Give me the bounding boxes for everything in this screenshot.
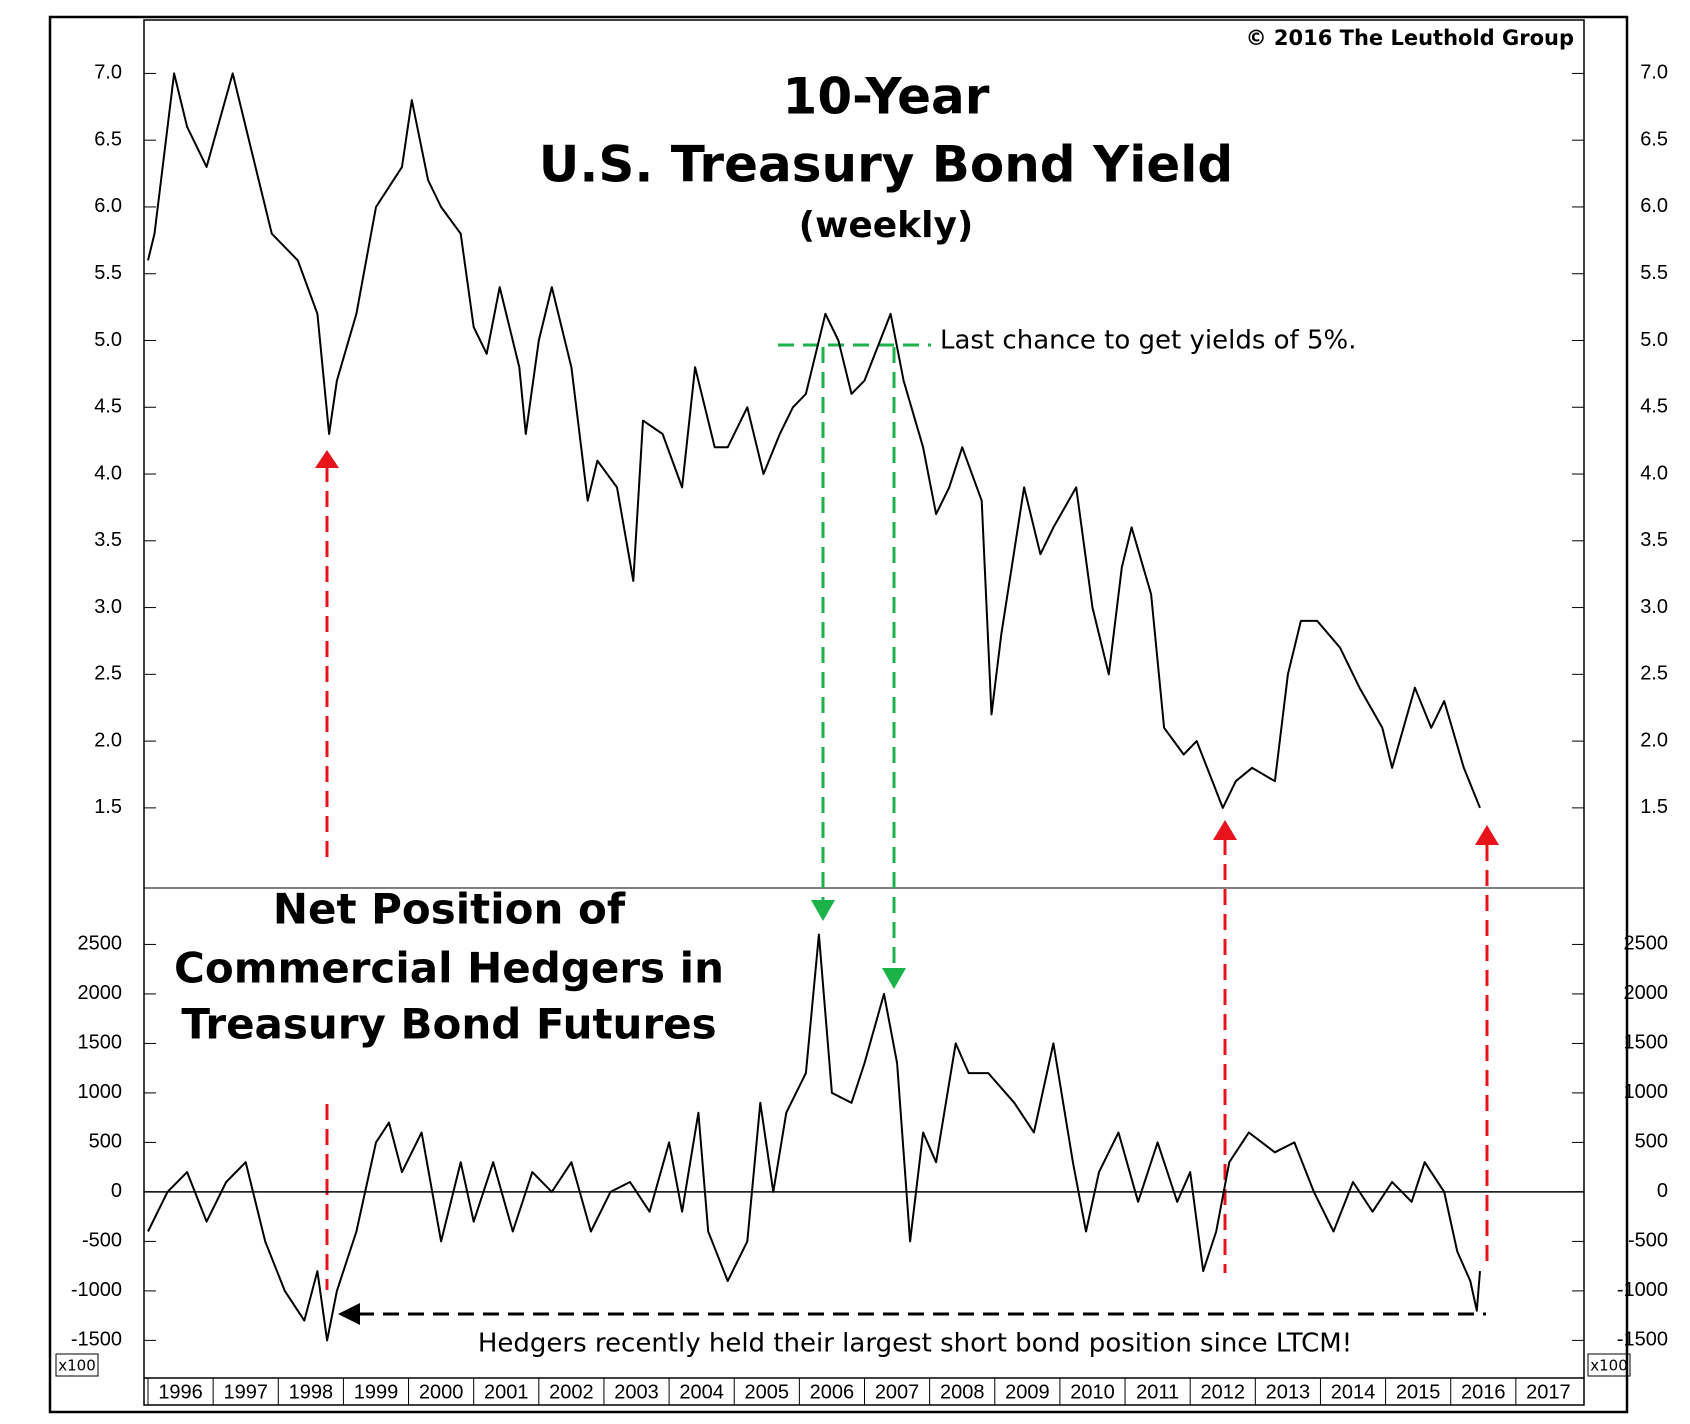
x-tick-label: 2007 xyxy=(875,1381,920,1403)
y-tick-label: -1500 xyxy=(71,1329,122,1351)
unit-box xyxy=(55,1353,99,1377)
x-tick-label: 1999 xyxy=(354,1381,399,1403)
panel-title: Treasury Bond Futures xyxy=(181,1000,716,1049)
y-tick-label: 1000 xyxy=(78,1081,123,1103)
y-tick-label: 2500 xyxy=(78,933,123,955)
y2-tick-label: -500 xyxy=(1628,1230,1668,1252)
line-series xyxy=(147,72,1481,809)
x-tick-label: 2011 xyxy=(1136,1381,1179,1403)
y-tick-label: 2000 xyxy=(78,982,123,1004)
y2-tick-label: -1000 xyxy=(1617,1279,1668,1301)
x-tick-label: 2006 xyxy=(810,1381,855,1403)
annotation: Hedgers recently held their largest shor… xyxy=(478,1329,1352,1359)
x-tick-label: 1996 xyxy=(158,1381,203,1403)
x-tick-label: 1998 xyxy=(289,1381,334,1403)
x-tick-label: 2014 xyxy=(1331,1381,1376,1403)
y-tick-label: 1500 xyxy=(78,1032,123,1054)
y2-tick-label: 1.5 xyxy=(1640,796,1668,818)
y-tick-label: 6.5 xyxy=(94,128,122,150)
arrow-head xyxy=(811,900,835,921)
y2-tick-label: 5.0 xyxy=(1640,329,1668,351)
x-tick-label: 2017 xyxy=(1526,1381,1571,1403)
arrow-heads xyxy=(315,450,1499,1325)
x-tick-label: 2012 xyxy=(1201,1381,1246,1403)
y2-tick-label: 6.0 xyxy=(1640,195,1668,217)
arrow-head xyxy=(338,1303,360,1325)
y2-tick-label: 2.5 xyxy=(1640,663,1668,685)
y2-tick-label: 1000 xyxy=(1624,1081,1669,1103)
x-tick-label: 2015 xyxy=(1396,1381,1441,1403)
arrow-head xyxy=(882,968,906,989)
y2-tick-label: 4.0 xyxy=(1640,462,1668,484)
y-tick-label: 7.0 xyxy=(94,62,122,84)
x-tick-label: 2009 xyxy=(1005,1381,1050,1403)
y-tick-label: 4.0 xyxy=(94,462,122,484)
x-tick-label: 2013 xyxy=(1266,1381,1311,1403)
annotation: Last chance to get yields of 5%. xyxy=(940,326,1356,356)
x-tick-label: 2008 xyxy=(940,1381,985,1403)
y-tick-label: 5.5 xyxy=(94,262,122,284)
y-tick-label: 2.0 xyxy=(94,729,122,751)
y-tick-label: 5.0 xyxy=(94,329,122,351)
chart-title: 10-Year xyxy=(783,68,990,126)
y2-tick-label: 5.5 xyxy=(1640,262,1668,284)
unit-label: x100 xyxy=(58,1357,96,1375)
y-tick-label: 4.5 xyxy=(94,396,122,418)
y2-tick-label: 2.0 xyxy=(1640,729,1668,751)
x-tick-label: 2010 xyxy=(1070,1381,1115,1403)
y2-tick-label: 2500 xyxy=(1624,933,1669,955)
arrow-head xyxy=(315,450,339,468)
y2-tick-label: 0 xyxy=(1657,1180,1668,1202)
y2-tick-label: 500 xyxy=(1635,1131,1668,1153)
chart-subtitle: (weekly) xyxy=(799,205,974,246)
y2-tick-label: 3.0 xyxy=(1640,596,1668,618)
x-tick-label: 1997 xyxy=(223,1381,268,1403)
y2-tick-label: 6.5 xyxy=(1640,128,1668,150)
x-tick-label: 2002 xyxy=(549,1381,594,1403)
chart-title: U.S. Treasury Bond Yield xyxy=(539,136,1233,194)
y-tick-label: -500 xyxy=(82,1230,122,1252)
arrow-head xyxy=(1213,820,1237,840)
unit-label: x100 xyxy=(1590,1357,1628,1375)
arrows xyxy=(325,343,1489,1316)
x-tick-label: 2005 xyxy=(745,1381,790,1403)
y2-tick-label: 1500 xyxy=(1624,1032,1669,1054)
y-tick-label: 500 xyxy=(89,1131,122,1153)
arrow-head xyxy=(1475,825,1499,845)
x-tick-label: 2001 xyxy=(484,1381,529,1403)
unit-box xyxy=(1587,1353,1631,1377)
panel-title: Net Position of xyxy=(273,885,626,934)
y-tick-label: 1.5 xyxy=(94,796,122,818)
copyright: © 2016 The Leuthold Group xyxy=(1246,26,1574,50)
y-tick-label: 3.5 xyxy=(94,529,122,551)
y-tick-label: -1000 xyxy=(71,1279,122,1301)
line-series xyxy=(147,933,1481,1342)
x-tick-label: 2000 xyxy=(419,1381,464,1403)
x-tick-label: 2016 xyxy=(1461,1381,1506,1403)
y2-tick-label: -1500 xyxy=(1617,1329,1668,1351)
y2-tick-label: 3.5 xyxy=(1640,529,1668,551)
y-tick-label: 6.0 xyxy=(94,195,122,217)
y-tick-label: 2.5 xyxy=(94,663,122,685)
y-tick-label: 3.0 xyxy=(94,596,122,618)
x-tick-label: 2003 xyxy=(614,1381,659,1403)
panel-title: Commercial Hedgers in xyxy=(174,944,724,993)
y2-tick-label: 7.0 xyxy=(1640,62,1668,84)
frame xyxy=(48,15,1629,1414)
y-tick-label: 0 xyxy=(111,1180,122,1202)
y2-tick-label: 2000 xyxy=(1624,982,1669,1004)
y2-tick-label: 4.5 xyxy=(1640,396,1668,418)
x-tick-label: 2004 xyxy=(679,1381,724,1403)
